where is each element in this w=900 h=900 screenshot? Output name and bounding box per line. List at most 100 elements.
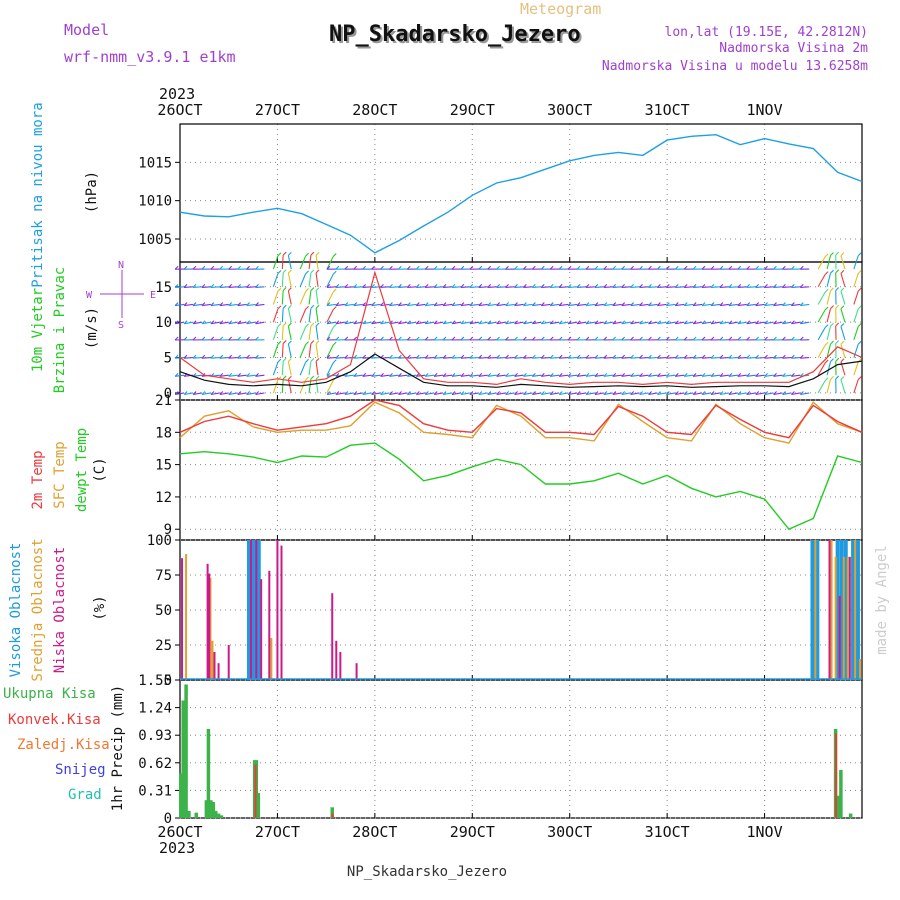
cloud-bar [843,540,848,680]
wind-barb [612,374,622,377]
wind-barb-flag [380,302,384,306]
wind-barb-flag [174,354,179,359]
wind-barb-flag [594,320,599,325]
precip-bar [187,810,191,818]
cloud-bar [206,563,209,680]
wind-barb-flag [335,320,340,325]
wind-barb [782,303,792,307]
wind-barb-flag [728,336,733,341]
wind-barb-flag [737,336,742,341]
wind-barb-flag [287,251,292,256]
wind-barb-flag [683,391,688,395]
wind-barb-flag [460,320,465,325]
wind-barb-flag [522,354,527,359]
wind-barb-flag [505,302,509,306]
wind-barb-flag [514,302,518,306]
wind-barb [559,392,569,396]
wind-barb [255,356,265,359]
dewpoint-line [179,442,863,531]
wind-barb [701,356,712,359]
wind-barb-flag [406,265,411,270]
wind-barb [201,356,211,359]
wind-barb [315,378,319,393]
precip-bar [216,813,221,818]
wind-barb [585,356,595,359]
wind-barb-flag [192,354,197,359]
wind-barb-flag [310,287,315,291]
wind-barb-flag [773,302,777,306]
wind-barb-flag [397,265,402,270]
wind-barb-flag [228,265,233,270]
wind-barb [568,374,578,377]
wind-barb [434,374,444,377]
wind-barb-flag [683,372,688,377]
wind-barb-flag [201,320,206,325]
wind-barb-flag [648,284,652,288]
wind-barb [175,356,185,359]
wind-barb [737,286,747,288]
wind-barb-flag [469,284,474,288]
wind-barb-flag [237,302,242,306]
wind-barb [719,286,729,288]
wind-barb [451,286,461,288]
wind-barb [826,343,832,358]
wind-barb-flag [326,354,331,359]
wind-barb-flag [315,322,320,327]
wind-barb [523,321,533,325]
wind-barb [594,321,604,325]
wind-barb-flag [451,302,456,306]
wind-barb [407,303,417,307]
wind-barb [315,272,319,287]
wind-barb [287,361,292,376]
wind-barb-flag [380,284,384,288]
wind-barb [800,303,810,307]
wind-barb [407,321,417,325]
wind-barb-flag [487,265,492,270]
wind-barb [621,303,631,307]
wind-barb-flag [380,391,384,395]
wind-barb-flag [371,354,375,359]
wind-barb-flag [424,336,429,341]
wind-barb [764,356,774,359]
wind-barb [523,303,533,307]
wind-barb [853,326,859,341]
wind-barb-flag [282,287,287,291]
wind-barb [840,379,846,394]
wind-barb [755,321,765,325]
wind-barb [371,356,381,359]
wind-barb-flag [728,354,733,359]
wind-barb [469,356,479,359]
wind-barb-flag [683,284,688,288]
wind-barb-flag [277,305,282,310]
wind-barb-flag [781,284,786,288]
wind-barb-flag [585,354,590,359]
cloud-unit: (%) [92,595,108,620]
wind-barb [648,321,658,325]
wind-barb-flag [567,336,572,341]
wind-barb-flag [277,252,282,257]
wind-barb [666,374,676,377]
wind-barb [550,303,560,307]
wind-barb [460,392,470,396]
wind-barb [541,286,551,288]
wind-barb-flag [210,391,215,395]
wind-barb-flag [630,372,634,377]
wind-barb-flag [728,284,733,288]
wind-barb-flag [228,320,233,325]
wind-barb [389,392,399,396]
wind-barb-flag [840,340,845,345]
wind-barb [621,286,631,288]
wind-barb [183,286,194,288]
wind-barb-flag [398,391,402,395]
wind-barb [487,321,497,325]
wind-barb-flag [315,340,320,345]
wind-barb-flag [433,302,438,306]
precip-bar [836,795,841,818]
wind-barb-flag [746,302,751,306]
wind-barb [523,356,533,359]
wind-barb-flag [335,354,340,359]
wind-barb [434,392,444,396]
wind-barb-flag [639,354,643,359]
wind-barb-flag [549,284,554,288]
wind-barb-flag [567,372,572,377]
